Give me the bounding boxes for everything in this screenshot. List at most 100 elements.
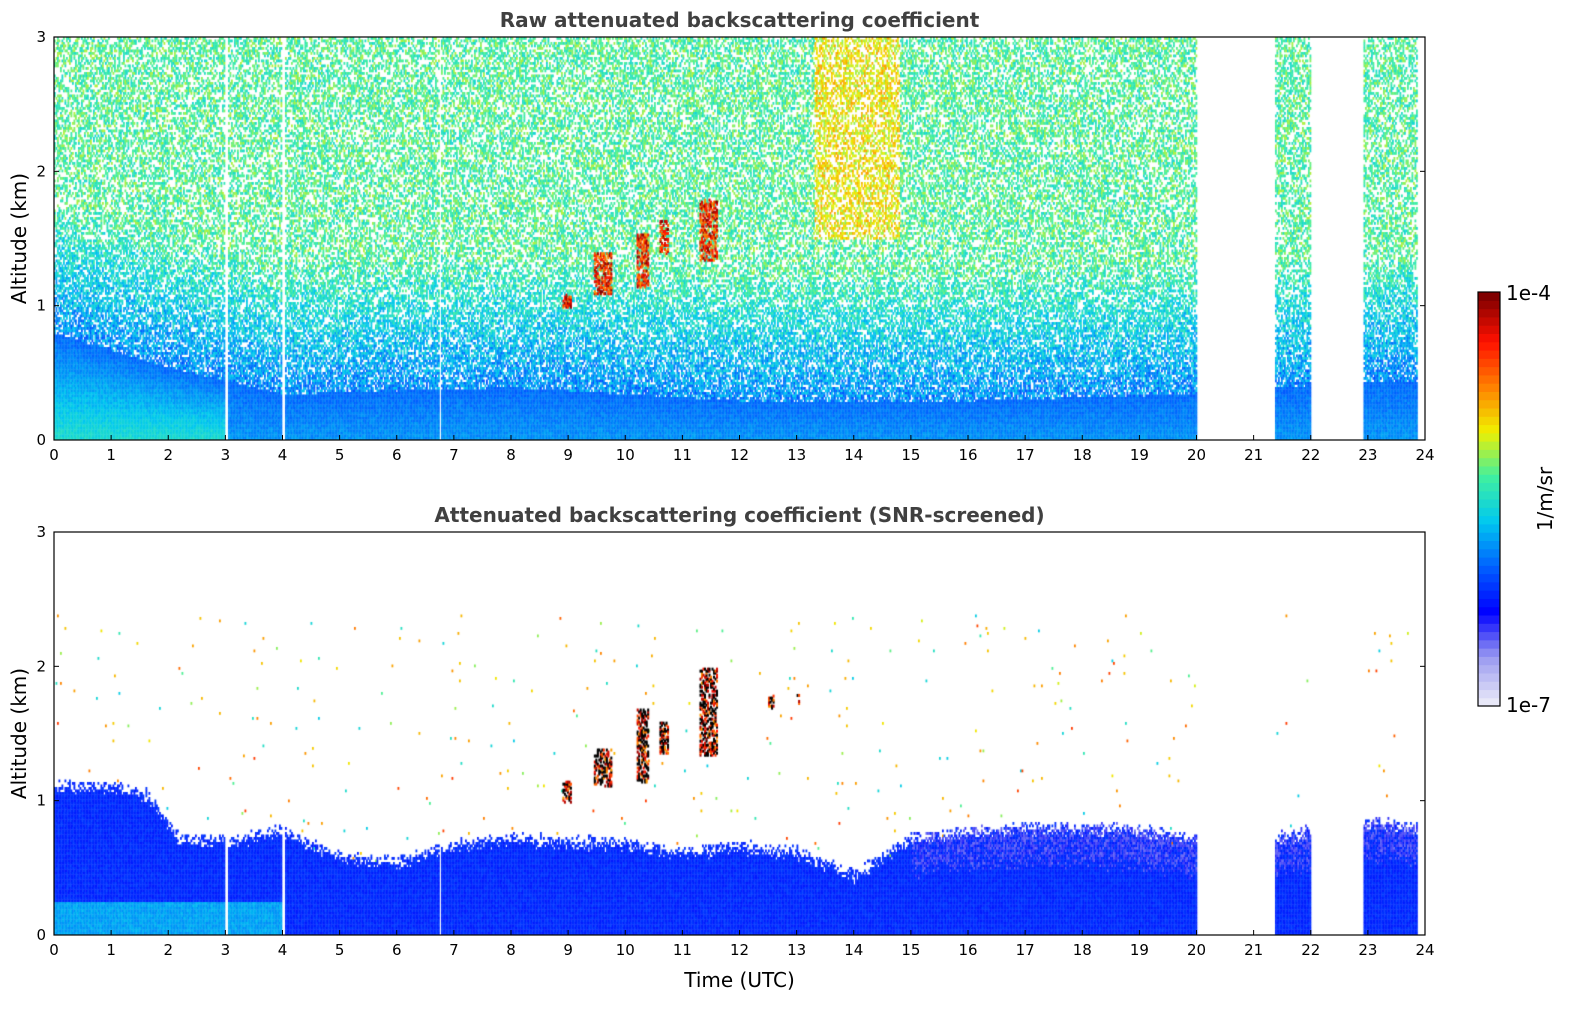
x-tick-label: 6 (392, 446, 402, 464)
raw-backscatter-heatmap (54, 37, 1425, 440)
x-tick-label: 14 (844, 941, 863, 959)
colorbar-max-label: 1e-4 (1506, 281, 1551, 305)
x-tick-label: 11 (673, 446, 692, 464)
colorbar-step (1478, 358, 1500, 368)
x-tick-label: 19 (1130, 941, 1149, 959)
x-tick-label: 0 (49, 941, 59, 959)
x-tick-label: 3 (221, 941, 231, 959)
x-tick-label: 7 (449, 446, 459, 464)
raw-backscatter-title: Raw attenuated backscattering coefficien… (500, 8, 980, 32)
colorbar-gradient (1478, 292, 1500, 707)
colorbar-step (1478, 292, 1500, 301)
y-tick-label: 2 (36, 657, 46, 675)
x-tick-label: 22 (1301, 446, 1320, 464)
colorbar-step (1478, 457, 1500, 467)
time-axis-label: Time (UTC) (683, 968, 795, 992)
colorbar-step (1478, 606, 1500, 616)
colorbar-step (1478, 490, 1500, 500)
y-tick-label: 0 (36, 926, 46, 944)
x-tick-label: 8 (506, 941, 516, 959)
x-tick-label: 4 (278, 446, 288, 464)
colorbar-step (1478, 573, 1500, 583)
x-tick-label: 12 (730, 941, 749, 959)
colorbar-step (1478, 341, 1500, 351)
x-tick-label: 1 (106, 446, 116, 464)
colorbar-step (1478, 366, 1500, 376)
colorbar-step (1478, 697, 1500, 707)
x-tick-label: 4 (278, 941, 288, 959)
x-tick-label: 16 (958, 446, 977, 464)
colorbar-step (1478, 416, 1500, 426)
colorbar-step (1478, 581, 1500, 591)
colorbar-step (1478, 449, 1500, 459)
x-tick-label: 18 (1073, 446, 1092, 464)
colorbar-step (1478, 672, 1500, 682)
colorbar-step (1478, 590, 1500, 599)
y-tick-label: 2 (36, 162, 46, 180)
colorbar-step (1478, 623, 1500, 633)
colorbar-step (1478, 548, 1500, 558)
snr-screened-x-ticks: 0 1 2 3 4 5 6 7 8 9 10 11 12 13 14 15 16 17 18 19 20 21 22 23 24 (49, 930, 1435, 959)
x-tick-label: 22 (1301, 941, 1320, 959)
colorbar-step (1478, 349, 1500, 359)
colorbar-step (1478, 499, 1500, 508)
x-tick-label: 10 (616, 446, 635, 464)
colorbar-step (1478, 614, 1500, 624)
snr-screened-heatmap (54, 532, 1425, 935)
colorbar-step (1478, 565, 1500, 575)
colorbar-step (1478, 507, 1500, 517)
y-tick-label: 0 (36, 431, 46, 449)
x-tick-label: 19 (1130, 446, 1149, 464)
x-tick-label: 8 (506, 446, 516, 464)
x-tick-label: 10 (616, 941, 635, 959)
colorbar-step (1478, 383, 1500, 392)
colorbar-step (1478, 399, 1500, 409)
x-tick-label: 17 (1016, 446, 1035, 464)
x-tick-label: 24 (1415, 446, 1434, 464)
x-tick-label: 20 (1187, 446, 1206, 464)
x-tick-label: 12 (730, 446, 749, 464)
colorbar-step (1478, 639, 1500, 649)
colorbar-step (1478, 333, 1500, 343)
x-tick-label: 15 (901, 941, 920, 959)
snr-screened-y-ticks: 0 1 2 3 (36, 523, 1425, 944)
y-tick-label: 1 (36, 792, 46, 810)
x-tick-label: 0 (49, 446, 59, 464)
colorbar-step (1478, 523, 1500, 533)
x-tick-label: 16 (958, 941, 977, 959)
colorbar-step (1478, 441, 1500, 450)
x-tick-label: 2 (163, 941, 173, 959)
colorbar-unit-label: 1/m/sr (1533, 466, 1557, 531)
x-tick-label: 5 (335, 446, 345, 464)
colorbar-step (1478, 631, 1500, 641)
colorbar-step (1478, 300, 1500, 310)
colorbar-step (1478, 308, 1500, 318)
snr-screened-panel: 0 1 2 3 4 5 6 7 8 9 10 11 12 13 14 15 16 17 18 19 20 21 22 23 24… (7, 503, 1435, 992)
colorbar-min-label: 1e-7 (1506, 693, 1551, 717)
x-tick-label: 5 (335, 941, 345, 959)
y-tick-label: 3 (36, 28, 46, 46)
colorbar-step (1478, 407, 1500, 417)
raw-backscatter-x-ticks: 0 1 2 3 4 5 6 7 8 9 10 11 12 13 14 15 16 17 18 19 20 21 22 23 24 (49, 435, 1435, 464)
colorbar-step (1478, 689, 1500, 699)
colorbar-step (1478, 424, 1500, 434)
x-tick-label: 21 (1244, 446, 1263, 464)
heatmap-image (54, 37, 1425, 440)
colorbar-step (1478, 374, 1500, 384)
colorbar-step (1478, 482, 1500, 492)
colorbar: 1e-4 1e-7 1/m/sr (1477, 281, 1557, 717)
x-tick-label: 13 (787, 941, 806, 959)
y-tick-label: 3 (36, 523, 46, 541)
x-tick-label: 15 (901, 446, 920, 464)
x-tick-label: 3 (221, 446, 231, 464)
x-tick-label: 21 (1244, 941, 1263, 959)
colorbar-step (1478, 656, 1500, 666)
heatmap-image (54, 532, 1425, 935)
x-tick-label: 2 (163, 446, 173, 464)
colorbar-step (1478, 432, 1500, 442)
x-tick-label: 24 (1415, 941, 1434, 959)
x-tick-label: 6 (392, 941, 402, 959)
x-tick-label: 13 (787, 446, 806, 464)
colorbar-step (1478, 556, 1500, 566)
